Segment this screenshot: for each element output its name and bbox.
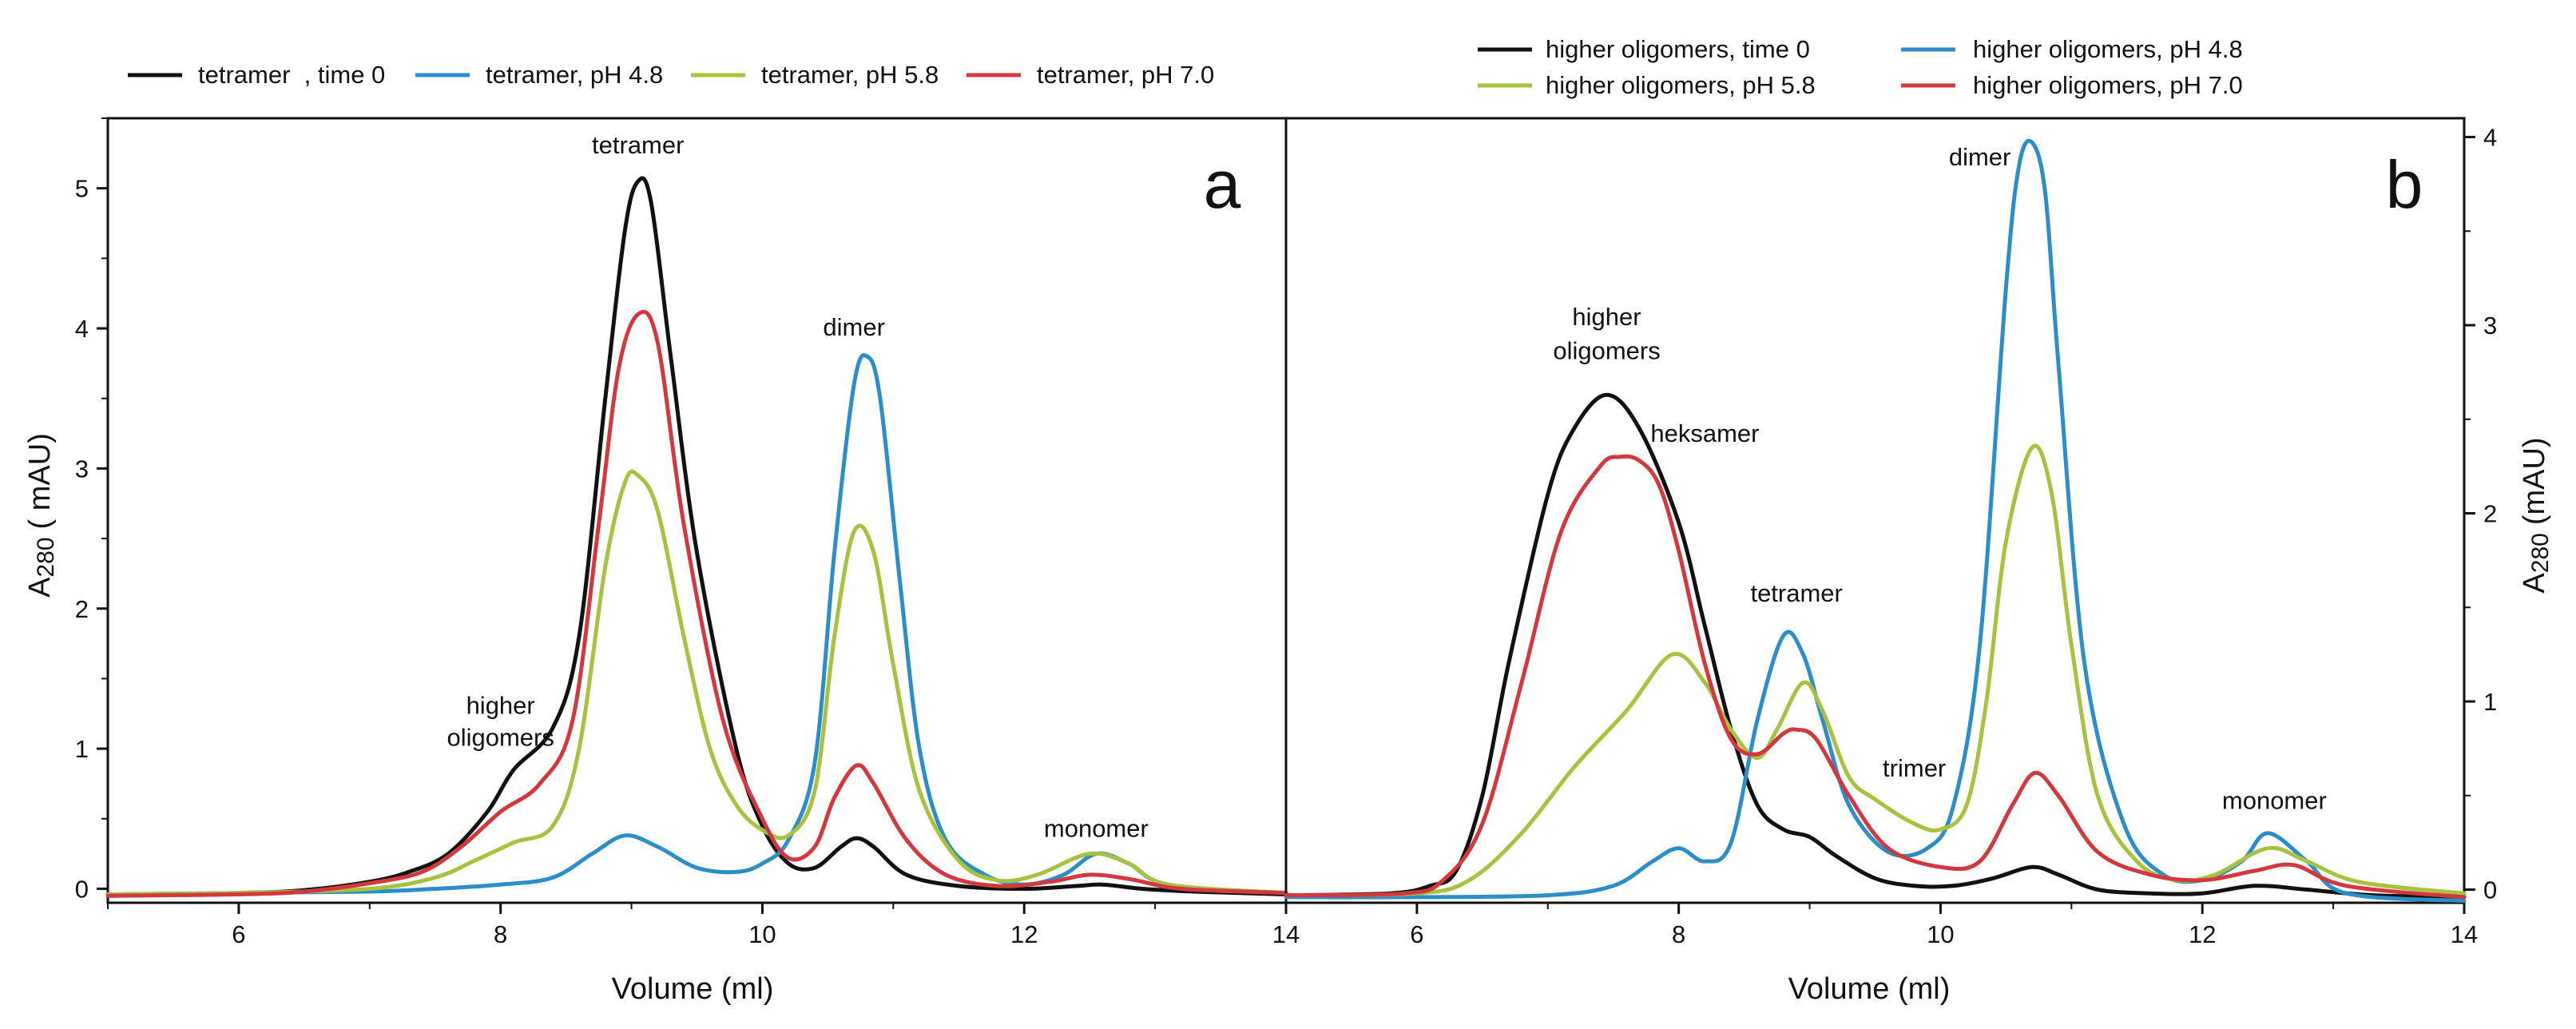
x-ticks-panel-a: 6 8 10 12 14 <box>107 903 1300 948</box>
legend-item-a-3: tetramer, pH 7.0 <box>966 61 1214 89</box>
legend-item-b-0: higher oligomers, time 0 <box>1478 35 1810 63</box>
legend-panel-a: tetramer , time 0 tetramer, pH 4.8 tetra… <box>128 61 1214 89</box>
legend-label-b-0: higher oligomers, time 0 <box>1546 35 1810 63</box>
series-line-a-3 <box>105 309 1288 898</box>
panel-letter-b: b <box>2386 147 2423 222</box>
annotation-b-3: tetramer <box>1750 579 1842 607</box>
y-axis-title-b: A280 (mAU) <box>2518 437 2554 593</box>
x-tick-label-a-2: 10 <box>748 920 776 948</box>
x-ticks-panel-b: 6 8 10 12 14 <box>1285 903 2478 948</box>
x-tick-label-a-0: 6 <box>232 920 245 948</box>
legend-item-b-2: higher oligomers, pH 5.8 <box>1478 71 1816 99</box>
x-tick-label-a-3: 12 <box>1010 920 1038 948</box>
x-tick-label-b-0: 6 <box>1410 920 1423 948</box>
y-ticks-panel-b: 0 1 2 3 4 <box>2464 124 2497 904</box>
series-line-b-3 <box>1284 454 2467 900</box>
y-tick-label-a-0: 0 <box>75 875 89 903</box>
annotation-b-5: dimer <box>1949 143 2011 171</box>
series-line-a-1 <box>105 353 1288 896</box>
legend-item-b-1: higher oligomers, pH 4.8 <box>1901 35 2243 63</box>
x-tick-label-a-4: 14 <box>1272 920 1300 948</box>
series-line-b-0 <box>1284 392 2467 900</box>
legend-item-a-1: tetramer, pH 4.8 <box>415 61 663 89</box>
annotation-b-4: trimer <box>1883 754 1946 782</box>
y-axis-title-b-sub: 280 <box>2527 533 2554 573</box>
legend-panel-b: higher oligomers, time 0 higher oligomer… <box>1478 35 2243 99</box>
series-line-b-1 <box>1284 138 2467 904</box>
x-tick-label-a-1: 8 <box>494 920 507 948</box>
x-tick-label-b-1: 8 <box>1672 920 1685 948</box>
annotation-b-6: monomer <box>2222 786 2327 814</box>
y-axis-title-a-sub: 280 <box>33 537 59 577</box>
y-axis-title-b-main: A <box>2518 573 2551 594</box>
y-tick-label-b-3: 3 <box>2483 312 2497 340</box>
series-line-b-2 <box>1284 443 2467 898</box>
legend-item-a-2: tetramer, pH 5.8 <box>691 61 939 89</box>
plot-frame-b <box>1284 117 2466 904</box>
legend-label-b-1: higher oligomers, pH 4.8 <box>1973 35 2243 63</box>
y-tick-label-a-1: 1 <box>75 735 89 763</box>
x-tick-label-b-4: 14 <box>2451 920 2478 948</box>
y-axis-title-a: A280 ( mAU) <box>23 433 59 598</box>
annotation-a-0: tetramer <box>592 131 684 159</box>
y-tick-label-a-5: 5 <box>75 175 89 203</box>
x-axis-title-b: Volume (ml) <box>1788 972 1951 1006</box>
y-tick-label-a-2: 2 <box>75 595 89 623</box>
legend-label-a-0: tetramer , time 0 <box>198 61 385 89</box>
annotation-a-1: dimer <box>823 313 885 341</box>
y-ticks-panel-a: 0 1 2 3 4 5 <box>75 117 108 903</box>
x-axis-title-a: Volume (ml) <box>612 972 774 1006</box>
plot-frame-a <box>106 117 1288 904</box>
y-axis-title-a-main: A <box>23 577 57 598</box>
y-axis-title-b-unit: (mAU) <box>2518 437 2551 525</box>
legend-label-b-2: higher oligomers, pH 5.8 <box>1546 71 1816 99</box>
annotation-a-3: oligomers <box>447 724 554 752</box>
annotations-panel-b: higher oligomers heksamer tetramer trimer dim… <box>1553 143 2326 814</box>
legend-label-a-2: tetramer, pH 5.8 <box>761 61 939 89</box>
y-tick-label-b-2: 2 <box>2483 500 2497 528</box>
y-tick-label-a-3: 3 <box>75 455 89 483</box>
x-tick-label-b-3: 12 <box>2189 920 2216 948</box>
y-tick-label-a-4: 4 <box>75 315 89 343</box>
legend-label-a-1: tetramer, pH 4.8 <box>486 61 663 89</box>
series-line-a-0 <box>105 176 1288 898</box>
annotation-b-2: heksamer <box>1650 419 1759 447</box>
legend-item-b-3: higher oligomers, pH 7.0 <box>1901 71 2243 99</box>
legend-item-a-0: tetramer , time 0 <box>128 61 385 89</box>
annotations-panel-a: tetramer dimer higher oligomers monomer <box>447 131 1148 843</box>
legend-label-a-3: tetramer, pH 7.0 <box>1037 61 1214 89</box>
annotation-b-1: oligomers <box>1553 336 1660 364</box>
y-tick-label-b-1: 1 <box>2483 688 2497 716</box>
annotation-a-4: monomer <box>1044 815 1149 843</box>
annotation-b-0: higher <box>1572 303 1641 331</box>
x-tick-label-b-2: 10 <box>1927 920 1954 948</box>
y-axis-title-a-text: A280 ( mAU) <box>23 433 59 598</box>
y-axis-title-b-text: A280 (mAU) <box>2518 437 2554 593</box>
y-tick-label-b-4: 4 <box>2483 124 2497 152</box>
y-tick-label-b-0: 0 <box>2483 876 2497 904</box>
series-line-a-2 <box>105 469 1288 896</box>
annotation-a-2: higher <box>466 691 535 719</box>
curves-panel-b <box>1284 138 2467 904</box>
panel-letter-a: a <box>1204 147 1241 222</box>
curves-panel-a <box>105 176 1288 898</box>
legend-label-b-3: higher oligomers, pH 7.0 <box>1973 71 2243 99</box>
y-axis-title-a-unit: ( mAU) <box>23 433 57 529</box>
